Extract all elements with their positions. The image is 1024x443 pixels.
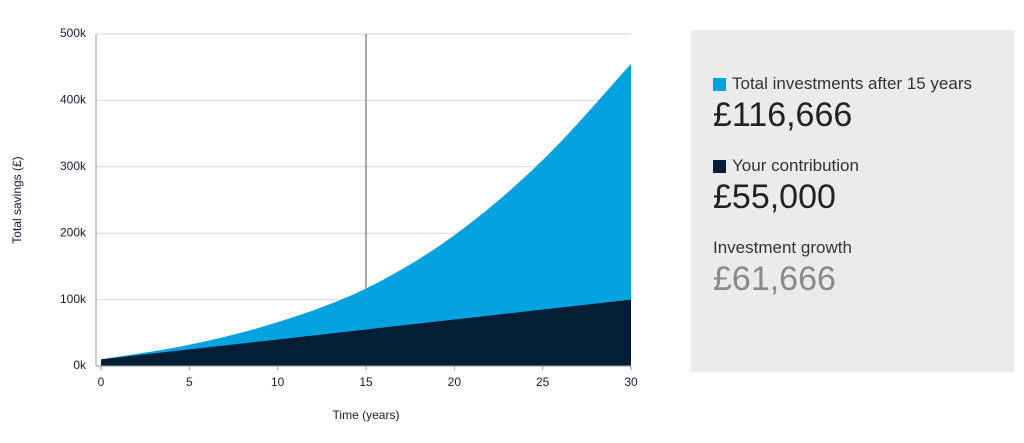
legend-entry: Your contribution <box>713 156 859 176</box>
area <box>101 63 631 366</box>
legend-entry: Total investments after 15 years <box>713 74 972 94</box>
x-tick-label: 10 <box>271 375 285 389</box>
legend-label: Total investments after 15 years <box>732 74 973 93</box>
y-tick-label: 100k <box>60 292 87 306</box>
contribution-value: £55,000 <box>713 178 836 216</box>
x-tick-label: 30 <box>624 375 638 389</box>
legend-swatch <box>713 77 726 91</box>
growth-item: Investment growth £61,666 <box>713 238 852 299</box>
y-tick-label: 200k <box>60 225 87 239</box>
y-tick-label: 400k <box>60 93 87 107</box>
y-tick-label: 500k <box>60 26 87 40</box>
growth-label: Investment growth <box>713 238 852 257</box>
x-tick-label: 15 <box>359 375 373 389</box>
y-tick-label: 300k <box>60 159 87 173</box>
x-tick-label: 20 <box>448 375 462 389</box>
x-tick-label: 5 <box>186 375 193 389</box>
legend-swatch <box>713 159 726 173</box>
y-tick-label: 0k <box>73 358 87 372</box>
y-axis-label: Total savings (£) <box>10 156 24 243</box>
chart: Total savings (£) Time (years) 0k100k200… <box>10 26 638 422</box>
x-tick-label: 0 <box>98 375 105 389</box>
summary-panel: Total investments after 15 years £116,66… <box>691 30 1014 372</box>
growth-value: £61,666 <box>713 260 836 298</box>
x-axis-label: Time (years) <box>333 408 400 422</box>
total-value: £116,666 <box>713 96 853 134</box>
x-tick-label: 25 <box>536 375 550 389</box>
contribution-item: Your contribution £55,000 <box>713 156 859 217</box>
area <box>101 299 631 366</box>
total-item: Total investments after 15 years £116,66… <box>713 74 972 135</box>
legend-label: Your contribution <box>732 156 859 175</box>
